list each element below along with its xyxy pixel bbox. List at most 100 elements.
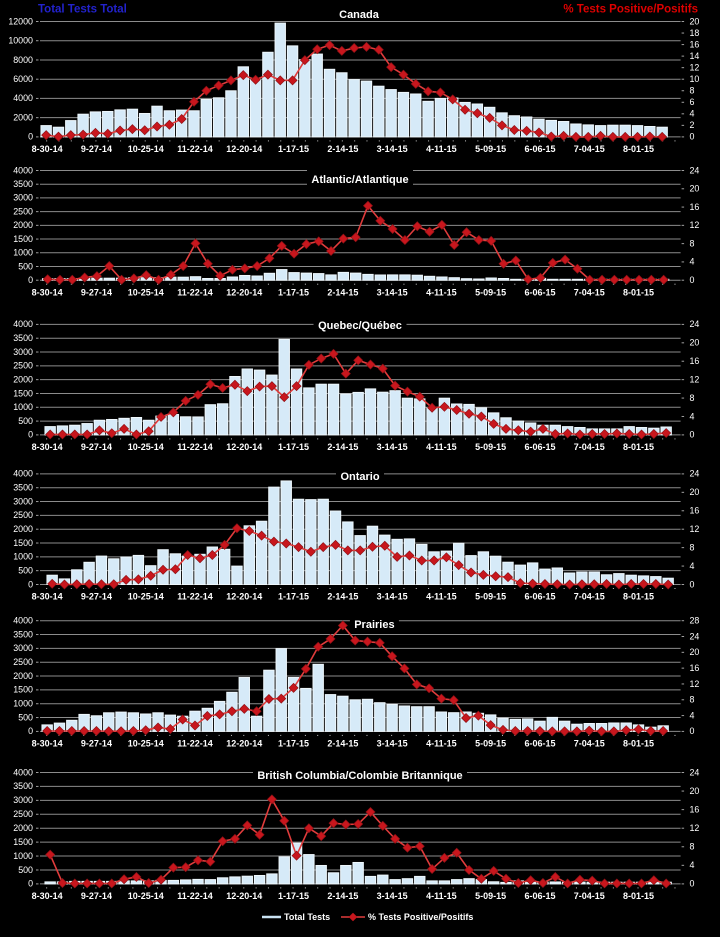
svg-text:7-04-15: 7-04-15 [574,592,605,602]
svg-text:20: 20 [690,647,700,657]
svg-text:3500: 3500 [13,781,33,791]
svg-text:2-14-15: 2-14-15 [327,592,358,602]
svg-text:10-25-14: 10-25-14 [128,144,164,154]
svg-text:8-30-14: 8-30-14 [32,287,63,297]
svg-text:8: 8 [690,238,695,248]
svg-text:2500: 2500 [13,510,33,520]
svg-text:11-22-14: 11-22-14 [177,891,213,901]
svg-text:8: 8 [690,86,695,96]
svg-text:6000: 6000 [13,74,33,84]
svg-text:0: 0 [690,132,695,142]
svg-text:7-04-15: 7-04-15 [574,739,605,749]
svg-text:11-22-14: 11-22-14 [177,144,213,154]
svg-text:7-04-15: 7-04-15 [574,891,605,901]
svg-text:16: 16 [690,804,700,814]
svg-text:2000: 2000 [13,671,33,681]
svg-text:24: 24 [690,469,700,479]
svg-text:4-11-15: 4-11-15 [426,442,457,452]
svg-text:20: 20 [690,16,700,26]
svg-text:1000: 1000 [13,552,33,562]
svg-text:1500: 1500 [13,388,33,398]
svg-text:1-17-15: 1-17-15 [278,592,309,602]
svg-text:10-25-14: 10-25-14 [128,891,164,901]
svg-text:24: 24 [690,165,700,175]
svg-text:16: 16 [690,356,700,366]
svg-text:3-14-15: 3-14-15 [377,442,408,452]
svg-text:3500: 3500 [13,333,33,343]
svg-text:20: 20 [690,184,700,194]
svg-text:1-17-15: 1-17-15 [278,442,309,452]
svg-text:24: 24 [690,319,700,329]
svg-text:0: 0 [690,879,695,889]
svg-text:8-30-14: 8-30-14 [32,592,63,602]
svg-text:1-17-15: 1-17-15 [278,891,309,901]
svg-text:4000: 4000 [13,616,33,626]
svg-text:2-14-15: 2-14-15 [327,739,358,749]
svg-text:0: 0 [28,726,33,736]
svg-text:8-01-15: 8-01-15 [623,592,654,602]
svg-text:0: 0 [28,132,33,142]
svg-text:3-14-15: 3-14-15 [377,592,408,602]
svg-text:2000: 2000 [13,823,33,833]
svg-text:8-01-15: 8-01-15 [623,442,654,452]
svg-text:6-06-15: 6-06-15 [524,144,555,154]
svg-text:0: 0 [28,430,33,440]
svg-text:Atlantic/Atlantique: Atlantic/Atlantique [311,174,408,186]
svg-text:4: 4 [690,257,695,267]
svg-text:11-22-14: 11-22-14 [177,592,213,602]
svg-text:8: 8 [690,393,695,403]
svg-text:1000: 1000 [13,699,33,709]
svg-text:1500: 1500 [13,234,33,244]
svg-text:6-06-15: 6-06-15 [524,442,555,452]
svg-text:2000: 2000 [13,524,33,534]
svg-text:12: 12 [690,62,700,72]
svg-text:18: 18 [690,28,700,38]
svg-text:9-27-14: 9-27-14 [81,592,112,602]
svg-text:24: 24 [690,631,700,641]
svg-text:20: 20 [690,338,700,348]
svg-text:0: 0 [28,275,33,285]
svg-text:500: 500 [18,416,33,426]
svg-text:6: 6 [690,97,695,107]
svg-text:British Columbia/Colombie Brit: British Columbia/Colombie Britannique [257,770,462,782]
svg-text:8-30-14: 8-30-14 [32,144,63,154]
svg-text:8: 8 [690,842,695,852]
svg-text:3000: 3000 [13,496,33,506]
svg-text:1-17-15: 1-17-15 [278,144,309,154]
svg-text:4-11-15: 4-11-15 [426,739,457,749]
svg-text:9-27-14: 9-27-14 [81,891,112,901]
svg-text:4000: 4000 [13,319,33,329]
svg-text:8-30-14: 8-30-14 [32,442,63,452]
svg-text:9-27-14: 9-27-14 [81,442,112,452]
svg-text:20: 20 [690,786,700,796]
svg-text:% Tests Positive/Positifs: % Tests Positive/Positifs [563,4,698,16]
svg-text:8: 8 [690,542,695,552]
svg-text:5-09-15: 5-09-15 [475,592,506,602]
svg-text:12000: 12000 [8,16,33,26]
svg-text:3000: 3000 [13,643,33,653]
svg-text:Prairies: Prairies [354,619,394,631]
svg-text:3500: 3500 [13,629,33,639]
svg-text:8-30-14: 8-30-14 [32,891,63,901]
svg-text:20: 20 [690,487,700,497]
svg-text:0: 0 [690,579,695,589]
svg-text:7-04-15: 7-04-15 [574,144,605,154]
svg-text:12: 12 [690,374,700,384]
svg-text:0: 0 [690,430,695,440]
svg-text:8-01-15: 8-01-15 [623,287,654,297]
svg-text:2500: 2500 [13,657,33,667]
svg-text:3000: 3000 [13,347,33,357]
svg-text:24: 24 [690,767,700,777]
svg-text:10-25-14: 10-25-14 [128,442,164,452]
svg-text:10-25-14: 10-25-14 [128,739,164,749]
svg-text:1-17-15: 1-17-15 [278,739,309,749]
svg-text:12: 12 [690,823,700,833]
svg-text:500: 500 [18,261,33,271]
svg-text:4: 4 [690,860,695,870]
svg-text:5-09-15: 5-09-15 [475,287,506,297]
svg-text:1500: 1500 [13,685,33,695]
svg-text:4-11-15: 4-11-15 [426,144,457,154]
svg-text:3000: 3000 [13,193,33,203]
svg-text:4: 4 [690,561,695,571]
svg-text:10000: 10000 [8,36,33,46]
